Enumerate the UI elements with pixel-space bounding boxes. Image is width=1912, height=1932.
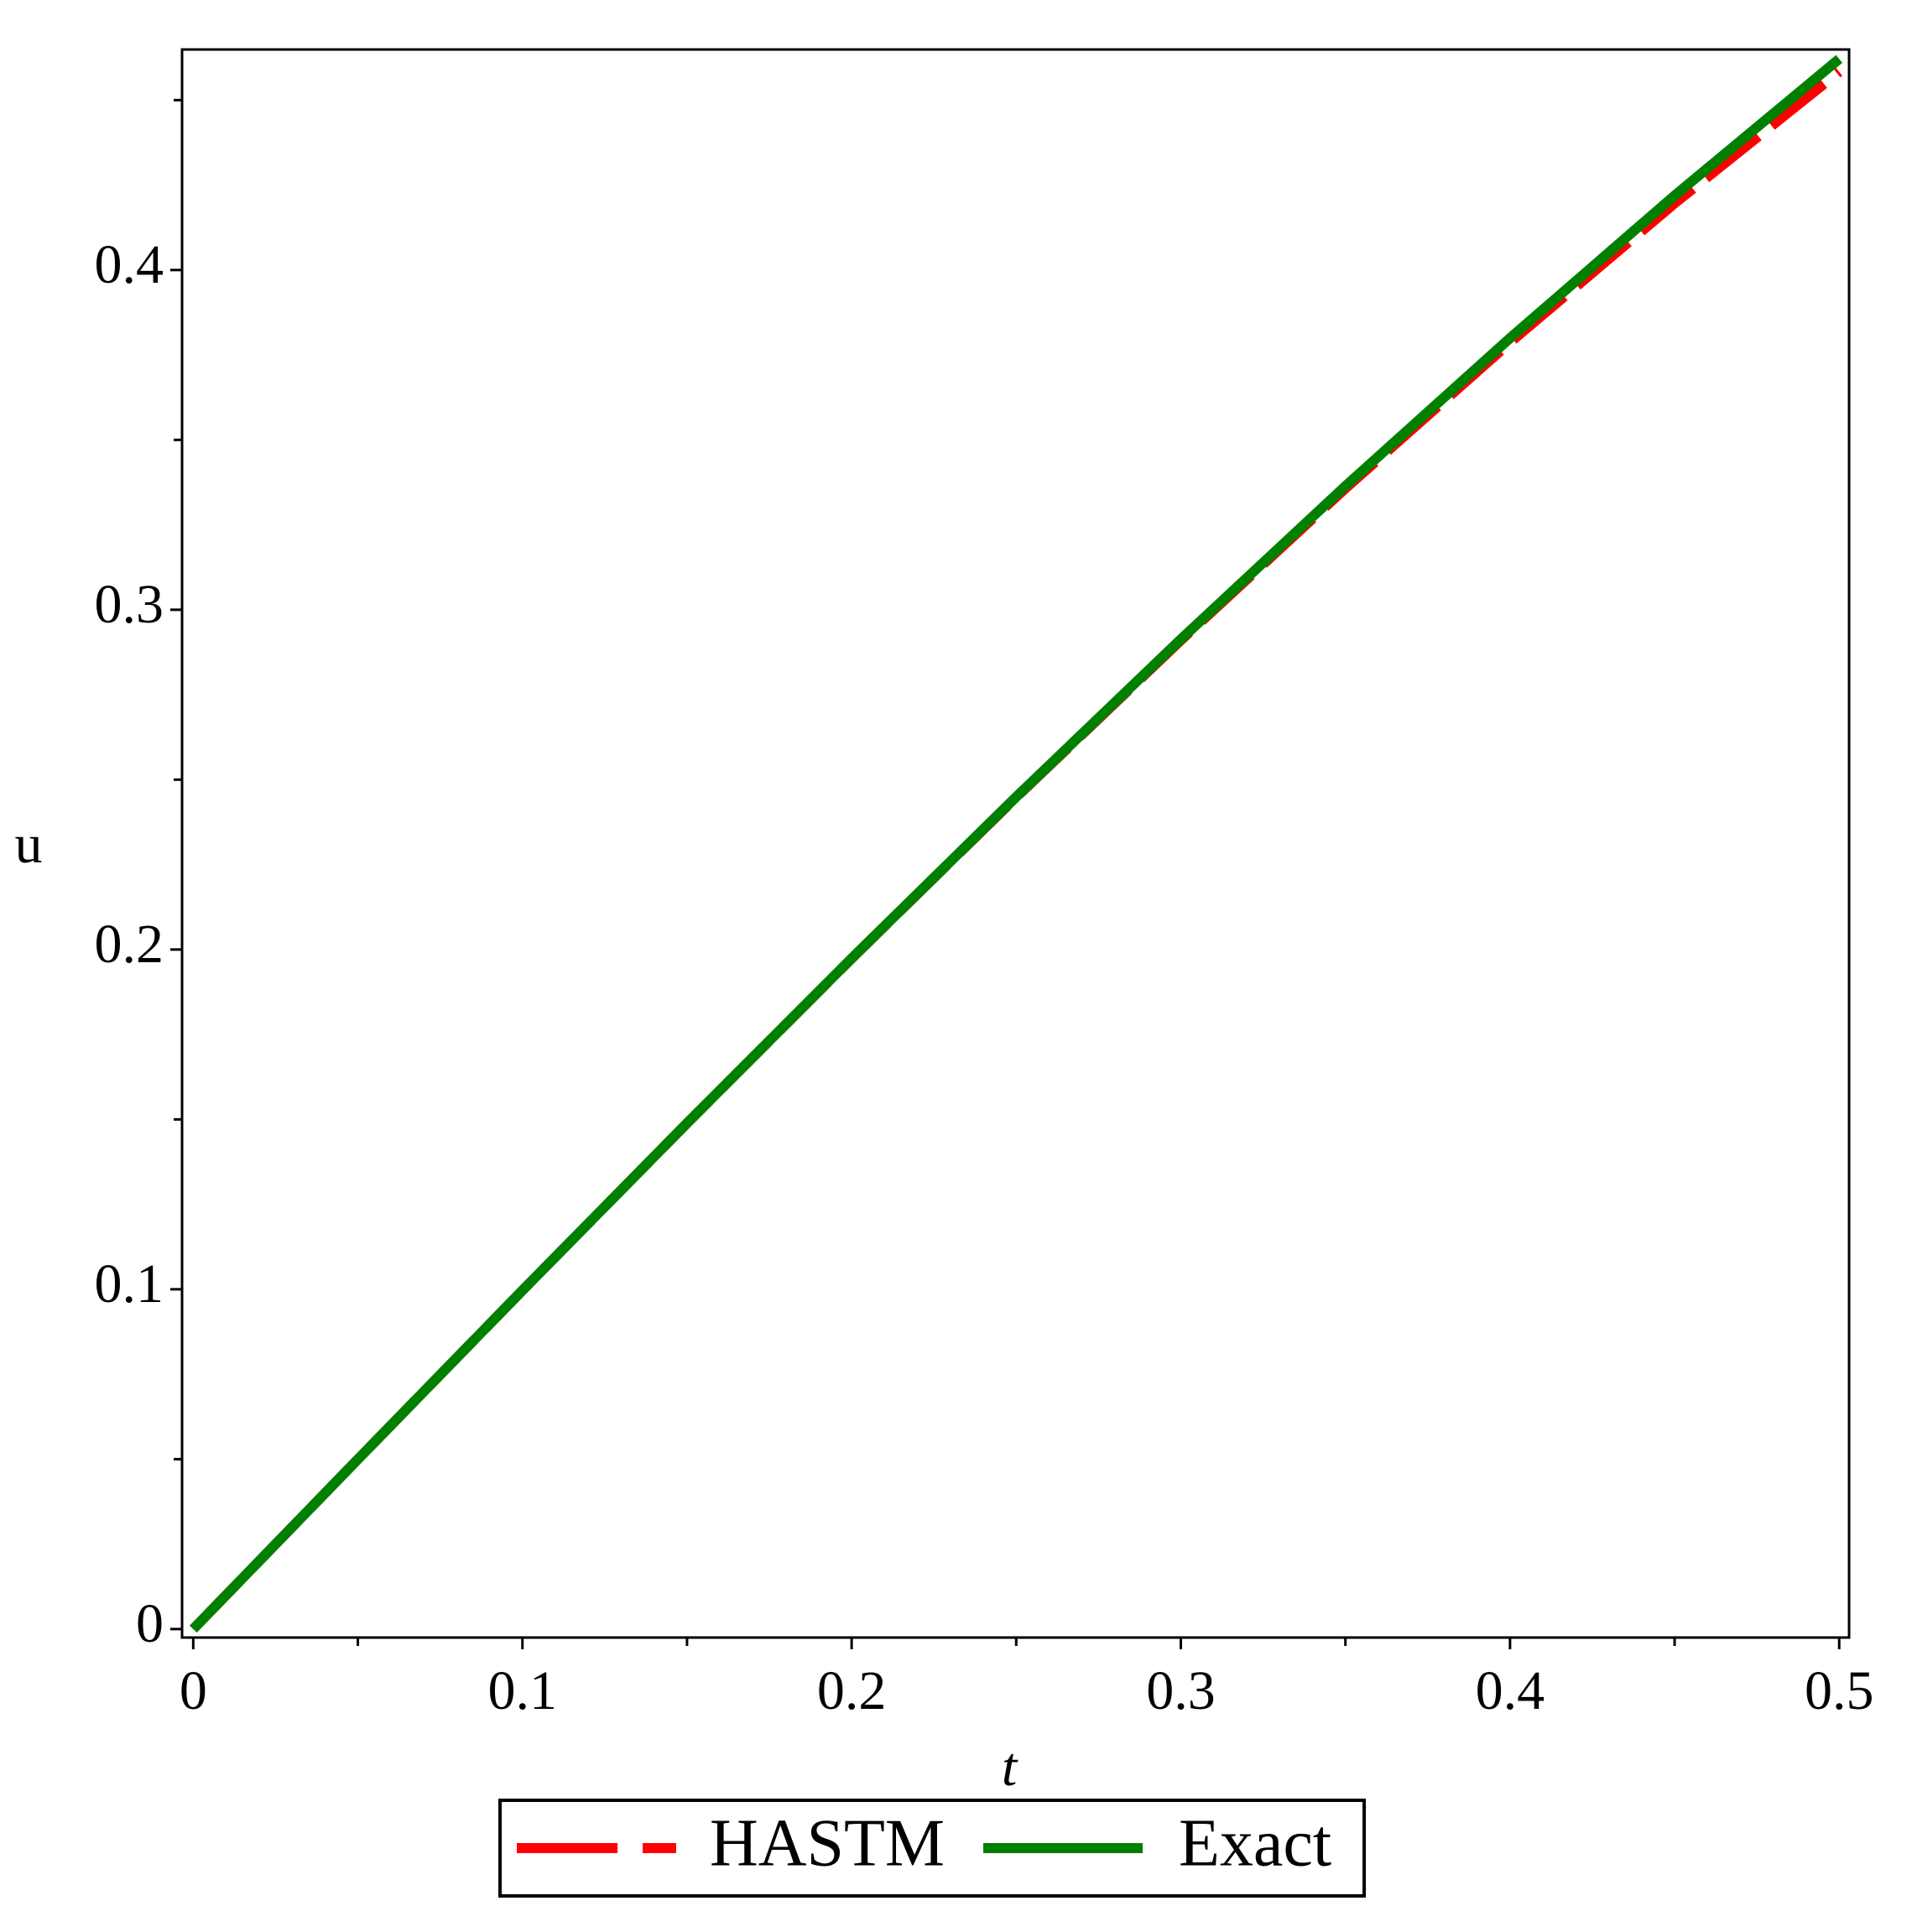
legend-label: Exact — [1179, 1806, 1331, 1880]
plot-frame — [180, 48, 1851, 1639]
y-tick-label: 0.4 — [95, 234, 164, 295]
y-tick-label: 0.3 — [95, 574, 164, 635]
x-tick-label: 0 — [180, 1660, 207, 1721]
x-axis-label: t — [1002, 1737, 1019, 1798]
legend-label: HASTM — [710, 1806, 945, 1880]
x-tick-label: 0.2 — [817, 1660, 887, 1721]
series-line — [190, 55, 1843, 1633]
series-line — [190, 67, 1842, 1633]
y-tick-label: 0.1 — [95, 1253, 164, 1315]
x-tick-label: 0.5 — [1805, 1660, 1874, 1721]
x-tick-label: 0.4 — [1476, 1660, 1545, 1721]
x-tick-label: 0.1 — [487, 1660, 557, 1721]
y-tick-label: 0 — [136, 1593, 164, 1654]
y-axis-label: u — [15, 814, 43, 875]
y-tick-label: 0.2 — [95, 914, 164, 975]
x-tick-label: 0.3 — [1146, 1660, 1216, 1721]
